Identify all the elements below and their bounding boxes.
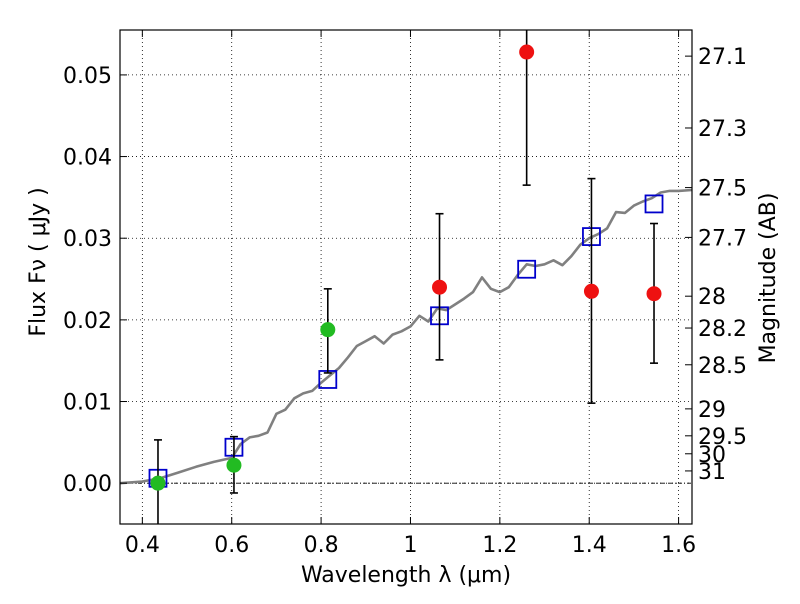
observed-flux-point [320, 322, 336, 338]
plot-area [120, 30, 692, 524]
axis-ticks: 0.4 0.6 0.8 1 1.2 1.4 1.6 0.00 0.01 0.02 0.03 0.04 0… [63, 30, 747, 558]
model-photometry-square [644, 194, 664, 214]
observed-flux-point [226, 457, 242, 473]
observed-flux-point [519, 44, 535, 60]
grid-lines [120, 30, 692, 524]
x-tick-label: 1 [403, 533, 417, 558]
x-tick-label: 0.6 [214, 533, 249, 558]
y2-tick-label: 29 [698, 398, 726, 423]
y2-tick-label: 28.5 [698, 354, 747, 379]
y2-tick-label: 30 [698, 443, 726, 468]
y2-tick-label: 27.3 [698, 117, 747, 142]
y2-tick-label: 27.5 [698, 177, 747, 202]
y2-tick-label: 29.5 [698, 425, 747, 450]
x-tick-label: 1.2 [482, 533, 517, 558]
y2-tick-label: 28.2 [698, 317, 747, 342]
y-tick-label: 0.02 [63, 309, 112, 334]
observed-flux-point [150, 475, 166, 491]
y2-axis-label: Magnitude (AB) [756, 193, 781, 364]
y-tick-label: 0.01 [63, 391, 112, 416]
x-tick-label: 0.8 [304, 533, 339, 558]
plot-frame [119, 29, 693, 525]
observed-flux-point [583, 283, 599, 299]
y-tick-label: 0.04 [63, 146, 112, 171]
y-tick-label: 0.00 [63, 472, 112, 497]
x-tick-label: 0.4 [125, 533, 160, 558]
model-spectrum-line [120, 188, 692, 485]
y2-tick-label: 28 [698, 285, 726, 310]
y2-tick-label: 27.1 [698, 45, 747, 70]
x-tick-label: 1.6 [661, 533, 696, 558]
x-tick-label: 1.4 [572, 533, 607, 558]
observed-flux-point [646, 286, 662, 302]
y2-tick-label: 31 [698, 460, 726, 485]
y2-tick-label: 27.7 [698, 226, 747, 251]
x-axis-label: Wavelength λ (μm) [301, 563, 511, 588]
y-axis-label: Flux Fν ( μJy ) [26, 187, 51, 336]
y-tick-label: 0.03 [63, 227, 112, 252]
observed-flux-point [432, 279, 448, 295]
y-tick-label: 0.05 [63, 64, 112, 89]
model-photometry-square [517, 259, 537, 279]
